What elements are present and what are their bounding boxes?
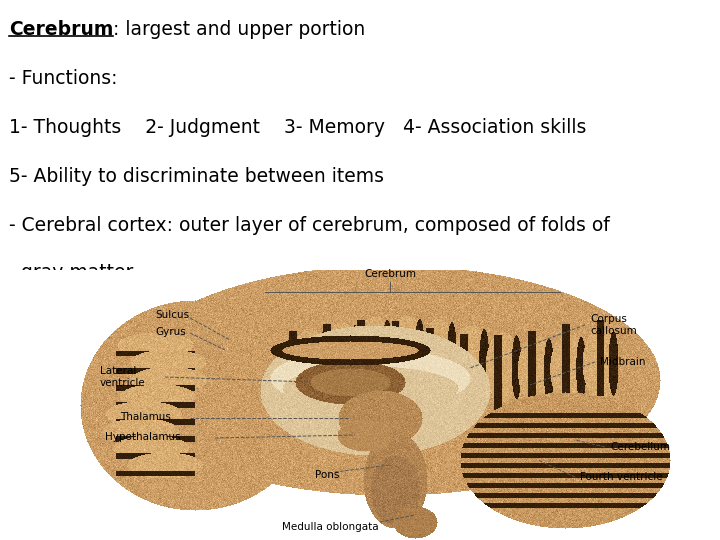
Text: Cerebellum: Cerebellum — [610, 442, 670, 452]
Text: Lateral
ventricle: Lateral ventricle — [100, 366, 145, 388]
Text: Cerebrum: Cerebrum — [364, 269, 416, 279]
Text: Corpus
callosum: Corpus callosum — [590, 314, 636, 336]
Text: Sulcus: Sulcus — [155, 310, 189, 320]
Text: - Cerebral cortex: outer layer of cerebrum, composed of folds of: - Cerebral cortex: outer layer of cerebr… — [9, 216, 609, 235]
Text: : largest and upper portion: : largest and upper portion — [113, 19, 365, 39]
Text: Gyrus: Gyrus — [155, 327, 186, 337]
Text: Midbrain: Midbrain — [600, 357, 646, 367]
Text: 1- Thoughts    2- Judgment    3- Memory   4- Association skills: 1- Thoughts 2- Judgment 3- Memory 4- Ass… — [9, 118, 586, 137]
Text: Hypothalamus: Hypothalamus — [105, 432, 181, 442]
Text: gray matter: gray matter — [9, 262, 133, 281]
Text: - Functions:: - Functions: — [9, 69, 117, 88]
Text: Fourth ventricle: Fourth ventricle — [580, 472, 662, 482]
Text: Thalamus: Thalamus — [120, 412, 171, 422]
Text: 5- Ability to discriminate between items: 5- Ability to discriminate between items — [9, 167, 384, 186]
Text: Cerebrum: Cerebrum — [9, 19, 113, 39]
Text: Pons: Pons — [315, 470, 339, 480]
Text: - Sulci: fissures between gyri: - Sulci: fissures between gyri — [9, 356, 279, 376]
Text: - Gyri: elevated portions of the cerebrum: - Gyri: elevated portions of the cerebru… — [9, 309, 394, 328]
Text: Medulla oblongata: Medulla oblongata — [282, 522, 378, 532]
